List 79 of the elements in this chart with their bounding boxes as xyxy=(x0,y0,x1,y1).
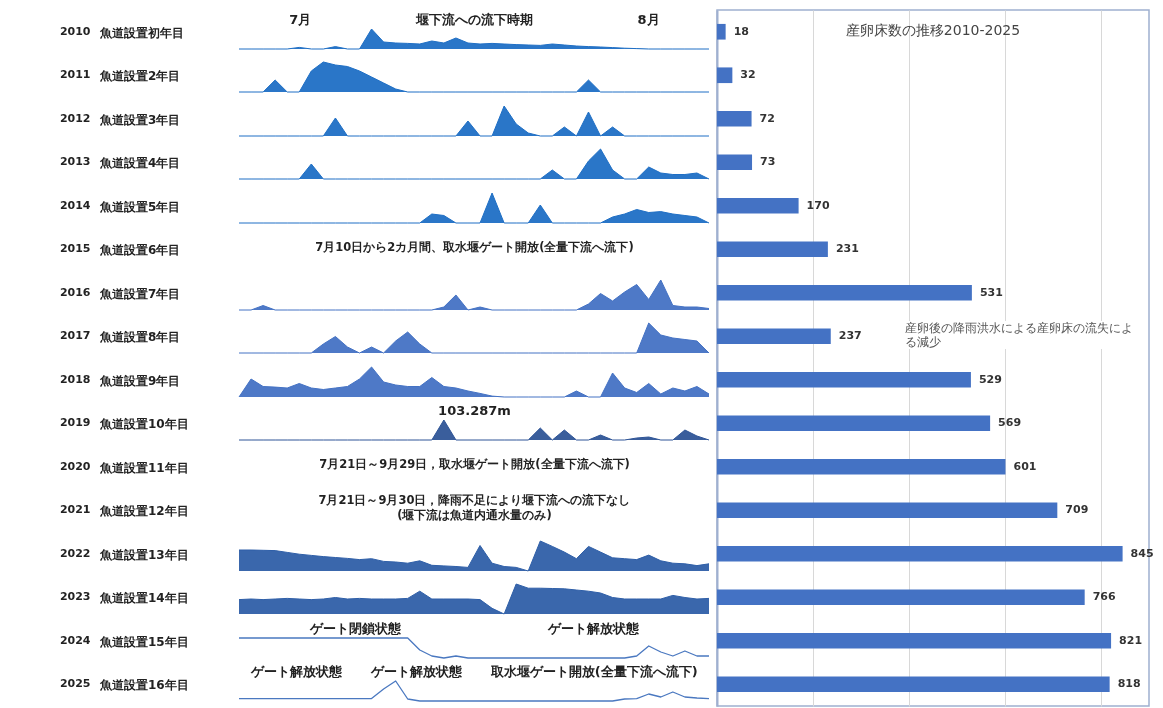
text: 103.287m xyxy=(438,403,511,419)
data-label: 237 xyxy=(838,329,862,343)
bar xyxy=(717,23,726,40)
text: 魚道設置2年目 xyxy=(100,68,181,86)
bar xyxy=(717,197,799,214)
text: 魚道設置14年目 xyxy=(100,590,189,608)
text: 魚道設置8年目 xyxy=(100,329,181,347)
data-label: 18 xyxy=(733,24,749,38)
data-label: 818 xyxy=(1117,677,1141,691)
bar xyxy=(717,545,1123,562)
y-tick-label: 2015 xyxy=(59,242,91,256)
text: 7月 xyxy=(289,11,312,28)
text: 魚道設置13年目 xyxy=(100,546,189,564)
y-tick-label: 2013 xyxy=(59,155,91,169)
bar xyxy=(717,284,972,301)
text: 魚道設置12年目 xyxy=(100,503,189,521)
text: 堰下流への流下時期 xyxy=(415,11,533,28)
bar xyxy=(717,415,991,432)
text: 魚道設置11年目 xyxy=(100,459,189,477)
data-label: 766 xyxy=(1092,590,1116,604)
y-tick-label: 2011 xyxy=(59,68,91,82)
bar xyxy=(717,154,753,171)
y-tick-label: 2010 xyxy=(59,24,91,38)
y-tick-label: 2021 xyxy=(59,503,91,517)
text: 魚道設置3年目 xyxy=(100,111,181,129)
bar xyxy=(717,67,733,84)
y-tick-label: 2023 xyxy=(59,590,91,604)
data-label: 231 xyxy=(835,242,859,256)
text: 魚道設置16年目 xyxy=(100,677,189,695)
text: 魚道設置4年目 xyxy=(100,155,181,173)
data-label: 73 xyxy=(760,155,776,169)
text: 7月21日～9月29日，取水堰ゲート開放(全量下流へ流下) xyxy=(319,457,630,473)
data-label: 32 xyxy=(740,68,756,82)
bar xyxy=(717,371,971,388)
data-label: 529 xyxy=(978,372,1002,386)
data-label: 531 xyxy=(979,285,1003,299)
y-tick-label: 2014 xyxy=(59,198,91,212)
data-label: 72 xyxy=(759,111,775,125)
text: 魚道設置初年目 xyxy=(100,24,184,42)
y-tick-label: 2020 xyxy=(59,459,91,473)
text: 魚道設置10年目 xyxy=(100,416,189,434)
text: (堰下流は魚道内通水量のみ) xyxy=(397,508,552,524)
text: 魚道設置9年目 xyxy=(100,372,181,390)
y-tick-label: 2024 xyxy=(59,633,91,647)
text: 魚道設置6年目 xyxy=(100,242,181,260)
data-label: 821 xyxy=(1119,633,1143,647)
bar xyxy=(717,458,1006,475)
text: 8月 xyxy=(637,11,660,28)
y-tick-label: 2018 xyxy=(59,372,91,386)
text: ゲート閉鎖状態 xyxy=(310,620,402,637)
text: ゲート解放状態 xyxy=(547,620,639,637)
text: 7月21日～9月30日，降雨不足により堰下流への流下なし xyxy=(318,493,631,508)
text: 7月10日から2カ月間、取水堰ゲート開放(全量下流へ流下) xyxy=(315,239,634,255)
bar xyxy=(717,241,828,258)
data-label: 170 xyxy=(806,198,830,212)
bar xyxy=(717,632,1112,649)
bar xyxy=(717,328,831,345)
text: 取水堰ゲート開放(全量下流へ流下) xyxy=(490,664,698,680)
bar xyxy=(717,502,1058,519)
text: 魚道設置15年目 xyxy=(100,633,189,651)
bar xyxy=(717,110,752,127)
annotation: 産卵後の降雨洪水による産卵床の流失による減少 xyxy=(905,320,1135,349)
data-label: 569 xyxy=(998,416,1022,430)
text: 魚道設置7年目 xyxy=(100,285,181,303)
data-label: 845 xyxy=(1130,546,1154,560)
bar xyxy=(717,589,1085,606)
y-tick-label: 2022 xyxy=(59,546,91,560)
y-tick-label: 2016 xyxy=(59,285,91,299)
y-tick-label: 2025 xyxy=(59,677,91,691)
text: ゲート解放状態 xyxy=(251,664,343,680)
text: 産卵床数の推移2010-2025 xyxy=(845,22,1021,38)
bar xyxy=(717,676,1110,693)
y-tick-label: 2019 xyxy=(59,416,91,430)
data-label: 601 xyxy=(1013,459,1037,473)
data-label: 709 xyxy=(1065,503,1089,517)
text: 魚道設置5年目 xyxy=(100,198,181,216)
y-tick-label: 2012 xyxy=(59,111,91,125)
y-tick-label: 2017 xyxy=(59,329,91,343)
text: ゲート解放状態 xyxy=(371,664,463,680)
